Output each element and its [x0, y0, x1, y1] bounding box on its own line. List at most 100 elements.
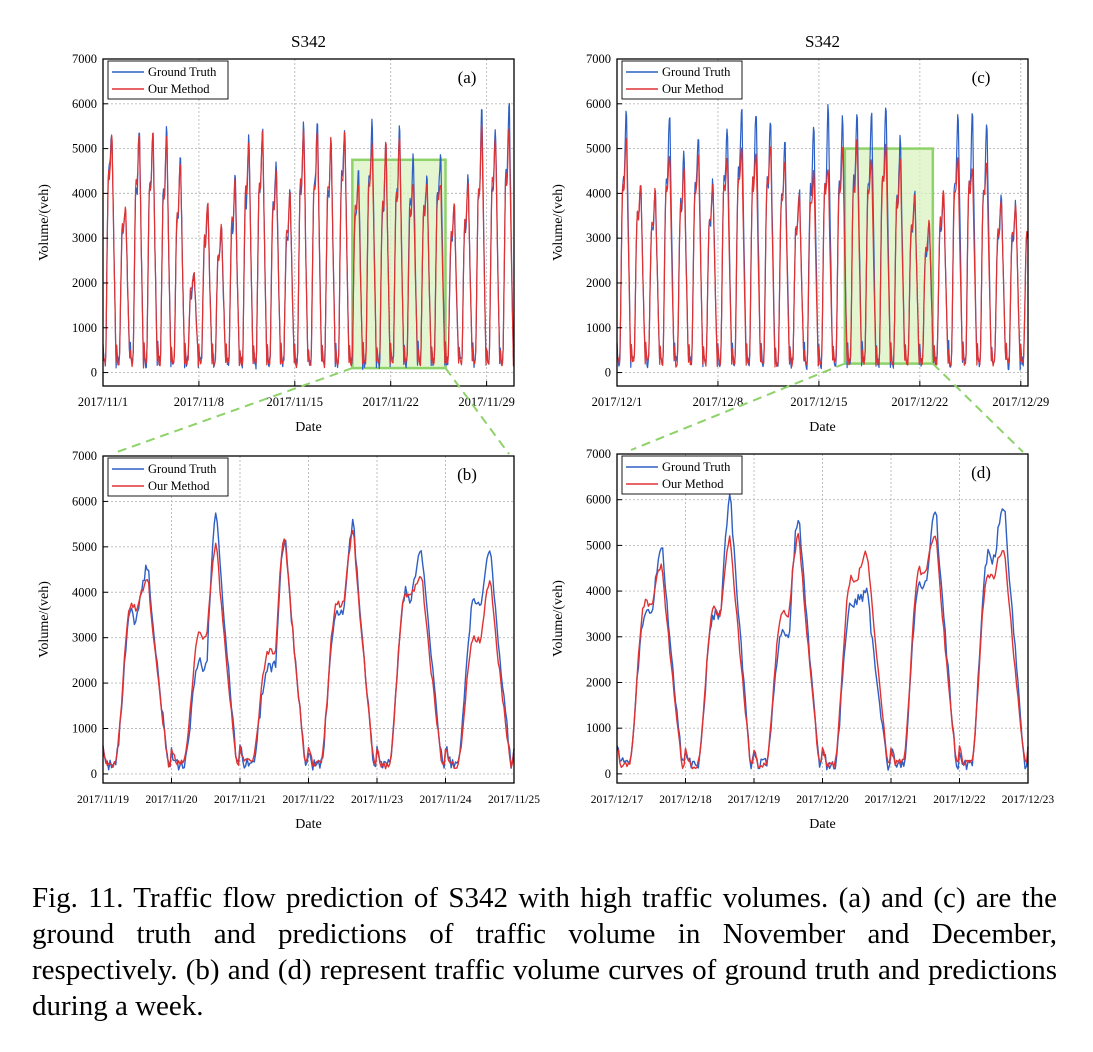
y-tick-label: 2000 — [72, 676, 97, 690]
x-tick-label: 2017/12/15 — [790, 395, 847, 409]
y-tick-label: 1000 — [586, 721, 611, 735]
x-tick-label: 2017/11/1 — [78, 395, 128, 409]
zoom-connector-left — [630, 362, 846, 451]
chart-title: S342 — [805, 32, 840, 51]
y-tick-label: 6000 — [72, 97, 97, 111]
y-tick-label: 1000 — [586, 321, 611, 335]
y-tick-label: 3000 — [586, 231, 611, 245]
y-tick-label: 6000 — [586, 493, 611, 507]
legend-box — [107, 457, 229, 497]
x-axis-label: Date — [295, 420, 321, 435]
y-tick-label: 0 — [605, 366, 611, 380]
x-axis-label: Date — [295, 817, 321, 832]
legend-label: Our Method — [662, 477, 724, 491]
series-line-our-method — [102, 529, 515, 770]
x-tick-label: 2017/12/17 — [591, 794, 644, 806]
x-tick-label: 2017/12/19 — [728, 794, 781, 806]
y-tick-label: 2000 — [586, 675, 611, 689]
zoom-connector-left — [116, 367, 353, 453]
y-axis-label: Volume/(veh) — [551, 184, 566, 261]
figure-caption: Fig. 11. Traffic flow prediction of S342… — [32, 882, 1057, 1022]
x-tick-label: 2017/11/22 — [283, 794, 335, 806]
figure: 0 1000 2000 3000 4000 5000 6000 7000 2017/11/1 20… — [37, 32, 1055, 832]
y-tick-label: 6000 — [72, 494, 97, 508]
plot-frame — [616, 58, 1029, 387]
y-tick-label: 1000 — [72, 722, 97, 736]
series-line-our-method — [616, 137, 1029, 368]
legend-label: Our Method — [148, 479, 210, 493]
panel-label: (b) — [457, 465, 477, 484]
y-tick-label: 5000 — [72, 142, 97, 156]
y-tick-label: 0 — [91, 366, 97, 380]
x-tick-label: 2017/11/20 — [146, 794, 198, 806]
y-axis-label: Volume/(veh) — [37, 184, 52, 261]
legend-box — [621, 60, 743, 100]
x-tick-label: 2017/12/1 — [592, 395, 643, 409]
x-tick-label: 2017/11/21 — [214, 794, 266, 806]
x-tick-label: 2017/11/24 — [420, 794, 472, 806]
y-tick-label: 4000 — [586, 584, 611, 598]
legend: Ground Truth Our Method — [107, 457, 229, 497]
y-tick-label: 3000 — [72, 631, 97, 645]
x-tick-label: 2017/11/22 — [362, 395, 418, 409]
y-tick-label: 1000 — [72, 321, 97, 335]
x-tick-label: 2017/11/23 — [351, 794, 403, 806]
panel-label: (d) — [971, 463, 991, 482]
panel-label: (a) — [458, 68, 477, 87]
y-tick-label: 5000 — [586, 538, 611, 552]
y-tick-label: 7000 — [72, 52, 97, 66]
plot-frame — [102, 58, 515, 387]
y-tick-label: 3000 — [586, 630, 611, 644]
y-axis-label: Volume/(veh) — [551, 580, 566, 657]
legend-label: Our Method — [148, 82, 210, 96]
y-tick-label: 4000 — [72, 585, 97, 599]
y-tick-label: 7000 — [586, 52, 611, 66]
legend: Ground Truth Our Method — [621, 455, 743, 495]
legend: Ground Truth Our Method — [107, 60, 229, 100]
x-tick-label: 2017/12/22 — [933, 794, 986, 806]
y-tick-label: 5000 — [586, 142, 611, 156]
x-tick-label: 2017/12/8 — [693, 395, 744, 409]
legend-label: Our Method — [662, 82, 724, 96]
y-axis-label: Volume/(veh) — [37, 581, 52, 658]
x-tick-label: 2017/12/22 — [891, 395, 948, 409]
x-tick-label: 2017/12/29 — [992, 395, 1049, 409]
legend: Ground Truth Our Method — [621, 60, 743, 100]
zoom-connector-right — [444, 367, 510, 455]
y-tick-label: 6000 — [586, 97, 611, 111]
panel-label: (c) — [972, 68, 991, 87]
chart-panel-a: 0 1000 2000 3000 4000 5000 6000 7000 2017/11/1 20… — [37, 32, 515, 435]
legend-label: Ground Truth — [148, 65, 217, 79]
x-tick-label: 2017/12/20 — [796, 794, 849, 806]
y-tick-label: 7000 — [72, 449, 97, 463]
x-axis-label: Date — [809, 817, 835, 832]
chart-panel-c: 0 1000 2000 3000 4000 5000 6000 7000 2017/12/1 20… — [551, 32, 1049, 435]
y-tick-label: 0 — [91, 767, 97, 781]
x-tick-label: 2017/11/15 — [267, 395, 323, 409]
y-tick-label: 4000 — [586, 186, 611, 200]
x-tick-label: 2017/12/23 — [1002, 794, 1055, 806]
y-tick-label: 5000 — [72, 540, 97, 554]
y-tick-label: 7000 — [586, 447, 611, 461]
x-tick-label: 2017/11/19 — [77, 794, 129, 806]
legend-box — [621, 455, 743, 495]
chart-panel-b: 0 1000 2000 3000 4000 5000 6000 7000 2017/11/19 2… — [37, 449, 540, 832]
y-tick-label: 0 — [605, 767, 611, 781]
zoom-connector-right — [932, 362, 1024, 453]
x-tick-label: 2017/12/21 — [865, 794, 918, 806]
legend-label: Ground Truth — [662, 65, 731, 79]
legend-label: Ground Truth — [148, 462, 217, 476]
series-line-our-method — [616, 532, 1029, 770]
chart-title: S342 — [291, 32, 326, 51]
y-tick-label: 4000 — [72, 186, 97, 200]
legend-box — [107, 60, 229, 100]
x-tick-label: 2017/11/8 — [174, 395, 224, 409]
series-line-our-method — [102, 123, 515, 369]
x-tick-label: 2017/11/25 — [488, 794, 540, 806]
x-tick-label: 2017/12/18 — [659, 794, 712, 806]
y-tick-label: 2000 — [586, 276, 611, 290]
legend-label: Ground Truth — [662, 460, 731, 474]
x-axis-label: Date — [809, 420, 835, 435]
y-tick-label: 2000 — [72, 276, 97, 290]
y-tick-label: 3000 — [72, 231, 97, 245]
